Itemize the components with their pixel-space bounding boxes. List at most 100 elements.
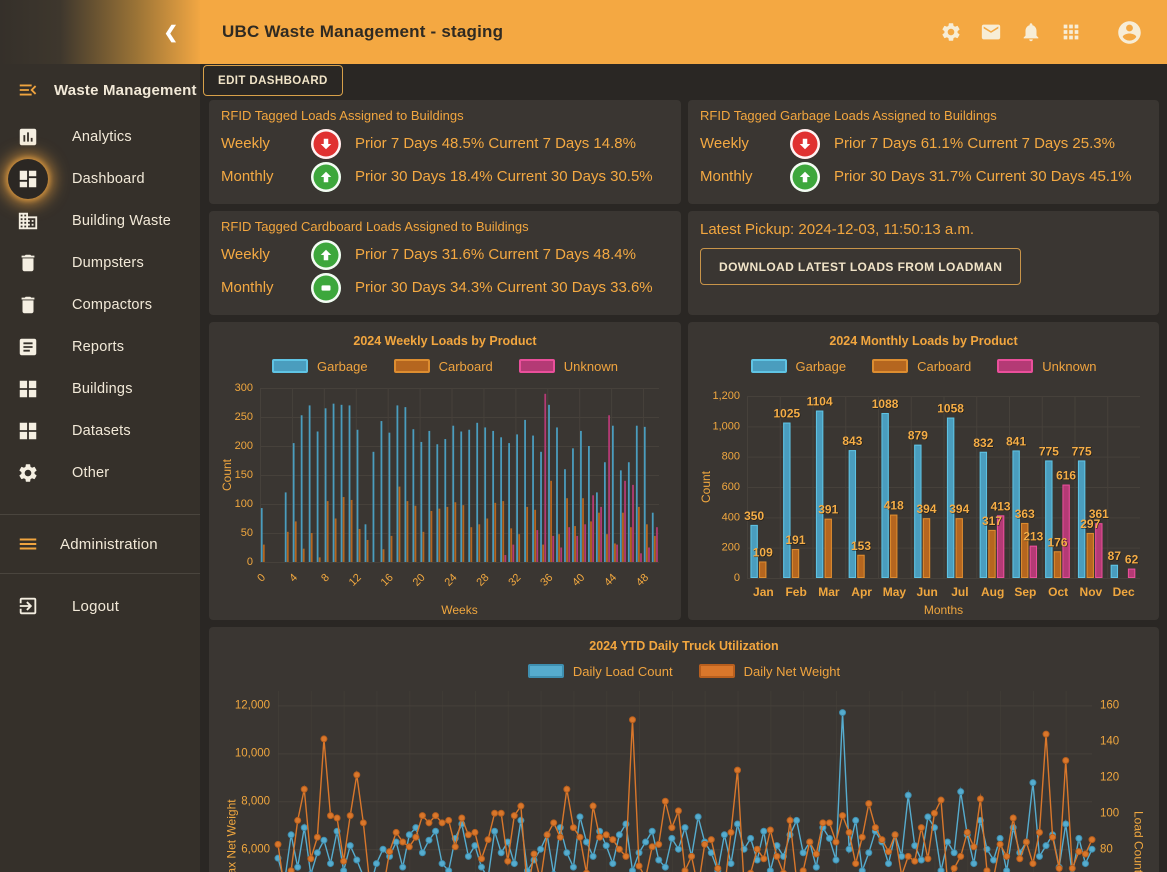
weekly-chart-card: 2024 Weekly Loads by Product Garbage Carb…	[209, 322, 681, 620]
sidebar-title: Waste Management	[54, 81, 197, 99]
legend-swatch	[997, 359, 1034, 373]
daily-utilization-chart-card: 2024 YTD Daily Truck Utilization Daily L…	[209, 627, 1159, 872]
legend-swatch	[527, 664, 564, 678]
legend-label: Carboard	[438, 358, 493, 374]
legend-item[interactable]: Daily Net Weight	[698, 663, 841, 679]
sidebar-item-label: Datasets	[72, 423, 131, 439]
analytics-icon	[8, 117, 48, 157]
divider	[0, 573, 200, 574]
stat-card-title: RFID Tagged Loads Assigned to Buildings	[221, 108, 464, 123]
legend-label: Unknown	[1042, 358, 1097, 374]
stat-period-label: Weekly	[221, 135, 270, 152]
grid-icon	[8, 369, 48, 409]
menu-icon	[8, 524, 48, 564]
sidebar-item-dashboard[interactable]: Dashboard	[0, 158, 200, 200]
download-loads-button[interactable]: DOWNLOAD LATEST LOADS FROM LOADMAN	[700, 248, 1022, 285]
sidebar-item-label: Building Waste	[72, 213, 171, 229]
settings-icon[interactable]	[940, 21, 962, 43]
topbar: UBC Waste Management - staging	[200, 0, 1167, 64]
legend-label: Unknown	[563, 358, 618, 374]
stat-text: Prior 30 Days 34.3% Current 30 Days 33.6…	[355, 279, 653, 296]
legend-swatch	[698, 664, 735, 678]
legend-item[interactable]: Carboard	[393, 358, 493, 374]
chart-legend: Garbage Carboard Unknown	[220, 356, 670, 376]
chart-title: 2024 Weekly Loads by Product	[353, 334, 537, 348]
legend-label: Garbage	[795, 358, 847, 374]
sidebar-item-compactors[interactable]: Compactors	[0, 284, 200, 326]
mail-icon[interactable]	[980, 21, 1002, 43]
sidebar-item-building-waste[interactable]: Building Waste	[0, 200, 200, 242]
sidebar-item-label: Buildings	[72, 381, 133, 397]
legend-swatch	[272, 359, 308, 373]
sidebar-item-buildings[interactable]: Buildings	[0, 368, 200, 410]
trash-icon	[8, 285, 48, 325]
trend-up-icon	[311, 239, 341, 270]
legend-item[interactable]: Garbage	[272, 359, 368, 374]
latest-pickup-title: Latest Pickup: 2024-12-03, 11:50:13 a.m.	[700, 221, 975, 238]
stat-text: Prior 30 Days 31.7% Current 30 Days 45.1…	[834, 168, 1132, 185]
edit-dashboard-button[interactable]: EDIT DASHBOARD	[203, 65, 343, 96]
report-icon	[8, 327, 48, 367]
stat-text: Prior 30 Days 18.4% Current 30 Days 30.5…	[355, 168, 653, 185]
trend-down-icon	[311, 128, 341, 159]
building-icon	[8, 201, 48, 241]
apps-grid-icon[interactable]	[1060, 21, 1082, 43]
stat-period-label: Monthly	[700, 168, 753, 185]
sidebar-item-analytics[interactable]: Analytics	[0, 116, 200, 158]
account-icon[interactable]	[1116, 19, 1143, 46]
stat-row: Weekly Prior 7 Days 31.6% Current 7 Days…	[221, 238, 669, 271]
daily-utilization-chart[interactable]	[220, 685, 1146, 872]
legend-item[interactable]: Daily Load Count	[527, 663, 673, 679]
legend-label: Daily Load Count	[572, 663, 673, 679]
chart-legend: Daily Load Count Daily Net Weight	[220, 661, 1148, 681]
sidebar: ❮ Waste Management Analytics Dashboard	[0, 0, 200, 872]
trend-up-icon	[311, 161, 341, 192]
sidebar-item-reports[interactable]: Reports	[0, 326, 200, 368]
legend-swatch	[872, 359, 909, 373]
chart-legend: Garbage Carboard Unknown	[699, 356, 1148, 376]
collapse-sidebar-button[interactable]: ❮	[163, 22, 178, 42]
gear-icon	[8, 453, 48, 493]
sidebar-item-label: Administration	[60, 535, 158, 553]
trash-icon	[8, 243, 48, 283]
notifications-icon[interactable]	[1020, 21, 1042, 43]
sidebar-item-label: Logout	[72, 597, 120, 615]
legend-item[interactable]: Garbage	[750, 358, 847, 374]
monthly-loads-chart[interactable]	[699, 380, 1146, 618]
trend-flat-icon	[311, 272, 341, 303]
stat-text: Prior 7 Days 48.5% Current 7 Days 14.8%	[355, 135, 636, 152]
sidebar-item-logout[interactable]: Logout	[0, 582, 200, 630]
stat-card-title: RFID Tagged Garbage Loads Assigned to Bu…	[700, 108, 997, 123]
legend-item[interactable]: Unknown	[518, 358, 618, 374]
legend-item[interactable]: Unknown	[997, 358, 1097, 374]
stat-card-rfid-cardboard: RFID Tagged Cardboard Loads Assigned to …	[209, 211, 681, 315]
sidebar-item-other[interactable]: Other	[0, 452, 200, 494]
legend-label: Carboard	[917, 358, 972, 374]
latest-pickup-card: Latest Pickup: 2024-12-03, 11:50:13 a.m.…	[688, 211, 1159, 315]
menu-open-icon[interactable]	[8, 70, 48, 110]
sidebar-item-datasets[interactable]: Datasets	[0, 410, 200, 452]
stat-period-label: Monthly	[221, 279, 274, 296]
legend-swatch	[750, 359, 787, 373]
legend-label: Daily Net Weight	[743, 663, 841, 679]
sidebar-item-dumpsters[interactable]: Dumpsters	[0, 242, 200, 284]
dashboard-content: EDIT DASHBOARD RFID Tagged Loads Assigne…	[200, 64, 1167, 872]
legend-label: Garbage	[317, 358, 368, 374]
chart-title: 2024 Monthly Loads by Product	[829, 334, 1018, 348]
stat-card-rfid-loads: RFID Tagged Loads Assigned to Buildings …	[209, 100, 681, 204]
sidebar-nav: Analytics Dashboard Building Waste Dumps…	[0, 116, 200, 494]
sidebar-item-label: Dumpsters	[72, 255, 144, 271]
cards-grid: RFID Tagged Loads Assigned to Buildings …	[209, 100, 1159, 872]
grid-icon	[8, 411, 48, 451]
divider	[0, 514, 200, 515]
stat-text: Prior 7 Days 31.6% Current 7 Days 48.4%	[355, 246, 636, 263]
stat-row: Weekly Prior 7 Days 61.1% Current 7 Days…	[700, 127, 1147, 160]
sidebar-item-label: Other	[72, 465, 110, 481]
logout-icon	[8, 586, 48, 626]
monthly-chart-card: 2024 Monthly Loads by Product Garbage Car…	[688, 322, 1159, 620]
sidebar-item-administration[interactable]: Administration	[0, 523, 200, 565]
sidebar-gradient-header: ❮	[0, 0, 200, 64]
legend-item[interactable]: Carboard	[872, 359, 971, 374]
weekly-loads-chart[interactable]	[220, 380, 667, 618]
